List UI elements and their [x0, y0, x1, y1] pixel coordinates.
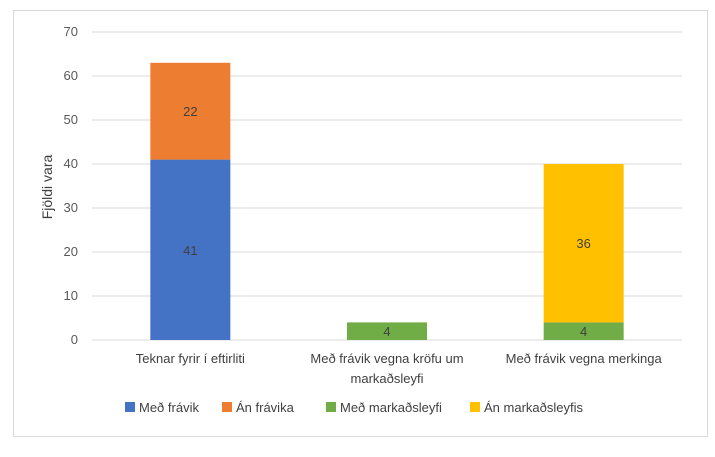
bar-segment [150, 62, 231, 160]
legend-swatch [125, 402, 135, 412]
data-labels: 41 22 4 4 36 [183, 104, 591, 339]
bar-segment [543, 164, 624, 323]
x-category-label: Með frávik vegna kröfu um [310, 351, 463, 366]
bar-segment [347, 322, 427, 340]
legend-item: Án markaðsleyfis [470, 400, 583, 415]
data-label: 22 [183, 104, 197, 119]
bar-segment [150, 159, 231, 340]
data-label: 41 [183, 243, 197, 258]
legend-label: Án markaðsleyfis [484, 400, 583, 415]
y-axis-title: Fjöldi vara [39, 155, 55, 220]
y-tick-label: 20 [64, 244, 78, 259]
x-axis-categories: Teknar fyrir í eftirliti Með frávik vegna… [136, 351, 663, 386]
legend-item: Með markaðsleyfi [326, 400, 442, 415]
bars [150, 62, 624, 340]
x-category-label: Teknar fyrir í eftirliti [136, 351, 245, 366]
legend-item: Án frávika [222, 400, 295, 415]
data-label: 36 [576, 236, 590, 251]
data-label: 4 [383, 324, 390, 339]
legend-label: Með markaðsleyfi [340, 400, 442, 415]
y-tick-label: 0 [71, 332, 78, 347]
y-tick-label: 10 [64, 288, 78, 303]
legend-label: Með frávik [139, 400, 199, 415]
y-tick-label: 60 [64, 68, 78, 83]
legend-swatch [222, 402, 232, 412]
y-tick-label: 70 [64, 24, 78, 39]
legend-item: Með frávik [125, 400, 199, 415]
y-tick-label: 30 [64, 200, 78, 215]
legend-swatch [470, 402, 480, 412]
y-axis-ticks: 0 10 20 30 40 50 60 70 [64, 24, 78, 347]
data-label: 4 [580, 324, 587, 339]
x-category-label: markaðsleyfi [351, 371, 424, 386]
legend-label: Án frávika [236, 400, 295, 415]
x-category-label: Með frávik vegna merkinga [506, 351, 663, 366]
y-tick-label: 50 [64, 112, 78, 127]
bar-segment [543, 322, 624, 340]
legend: Með frávik Án frávika Með markaðsleyfi Án m… [125, 400, 583, 415]
y-tick-label: 40 [64, 156, 78, 171]
legend-swatch [326, 402, 336, 412]
